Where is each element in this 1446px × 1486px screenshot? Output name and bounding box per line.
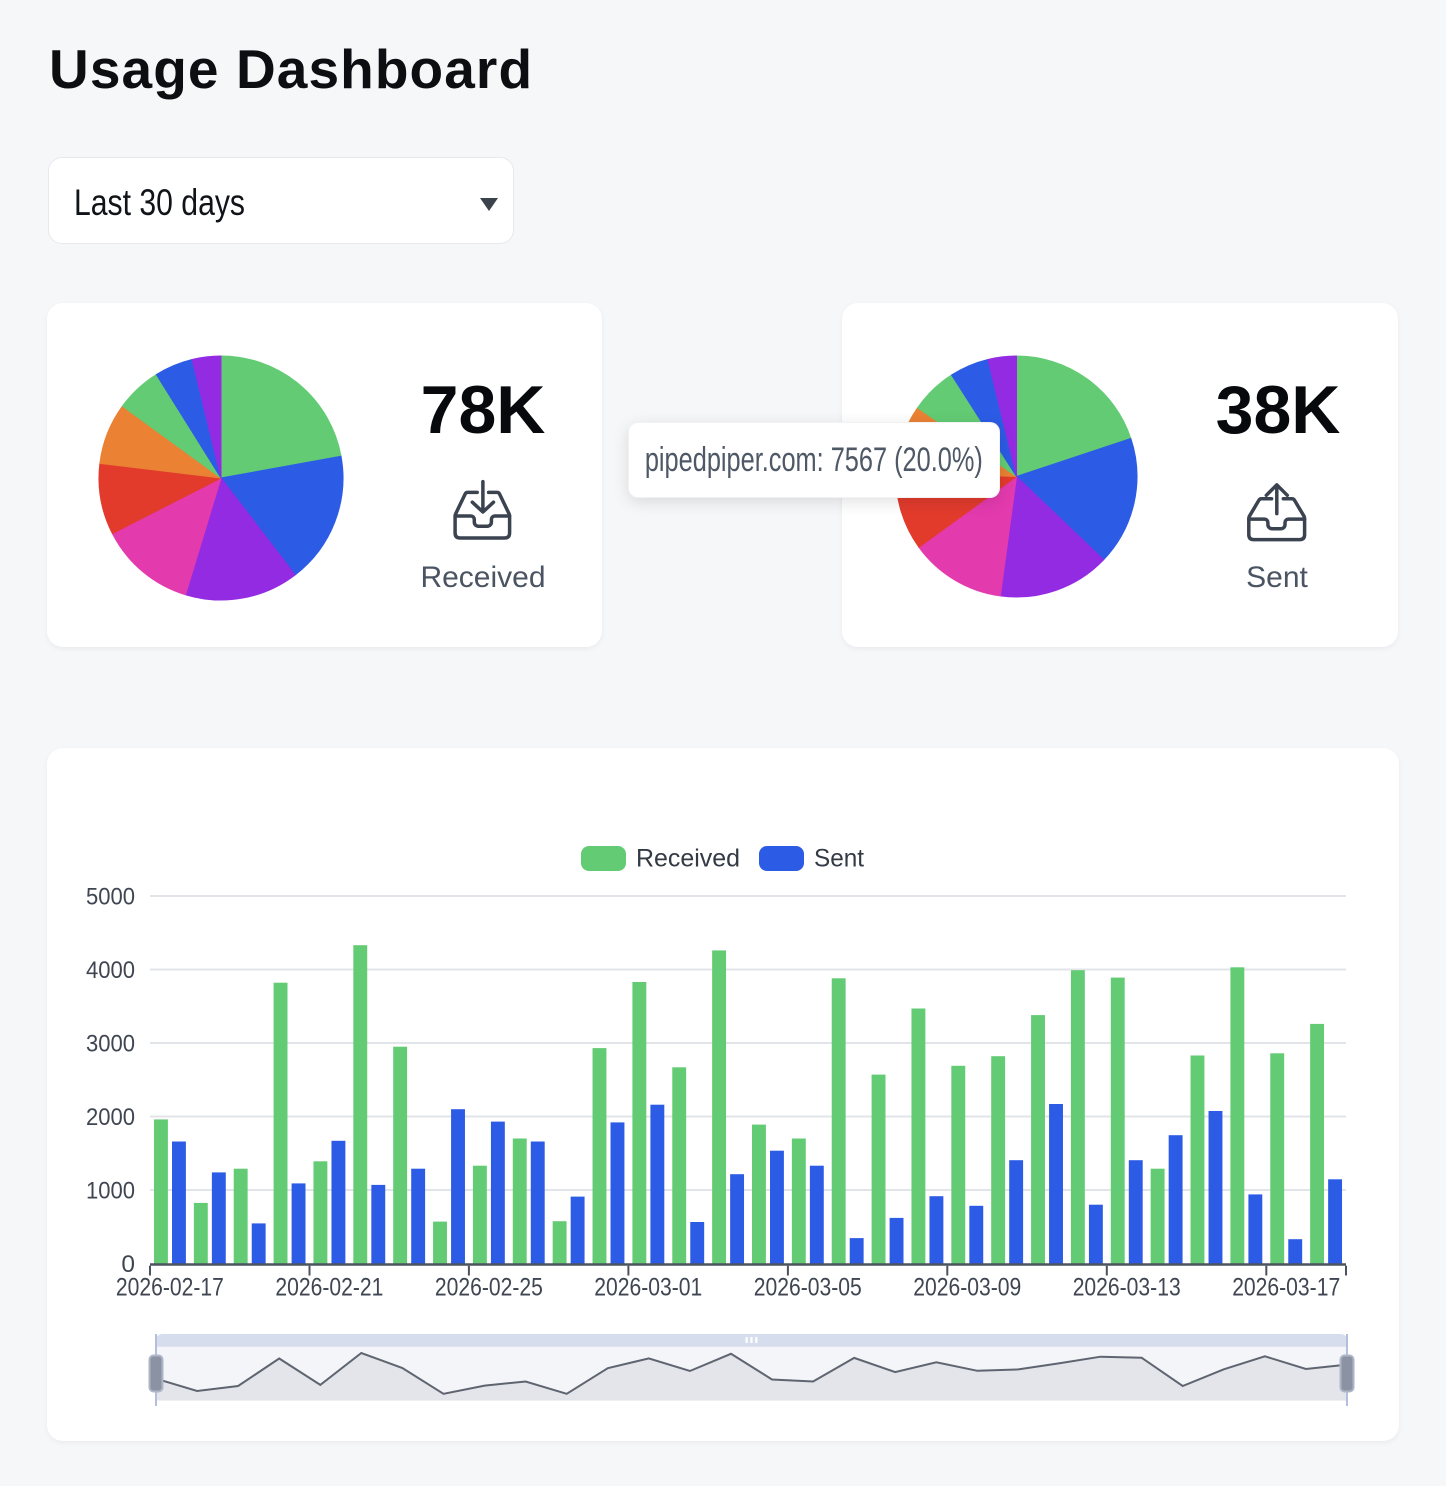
svg-text:2026-03-13: 2026-03-13 xyxy=(1073,1274,1181,1302)
svg-text:2026-02-17: 2026-02-17 xyxy=(116,1274,224,1302)
svg-text:Received: Received xyxy=(636,845,740,873)
svg-text:2026-02-25: 2026-02-25 xyxy=(435,1274,543,1302)
svg-text:2000: 2000 xyxy=(86,1104,135,1131)
svg-text:2026-03-17: 2026-03-17 xyxy=(1232,1274,1340,1302)
svg-text:Sent: Sent xyxy=(814,845,864,873)
svg-text:5000: 5000 xyxy=(86,884,135,911)
svg-text:4000: 4000 xyxy=(86,957,135,984)
svg-text:2026-03-09: 2026-03-09 xyxy=(913,1274,1021,1302)
svg-text:2026-02-21: 2026-02-21 xyxy=(275,1274,383,1302)
svg-text:0: 0 xyxy=(121,1251,135,1278)
svg-text:3000: 3000 xyxy=(86,1031,135,1058)
svg-text:2026-03-01: 2026-03-01 xyxy=(594,1274,702,1302)
svg-text:2026-03-05: 2026-03-05 xyxy=(754,1274,862,1302)
svg-text:1000: 1000 xyxy=(86,1178,135,1205)
